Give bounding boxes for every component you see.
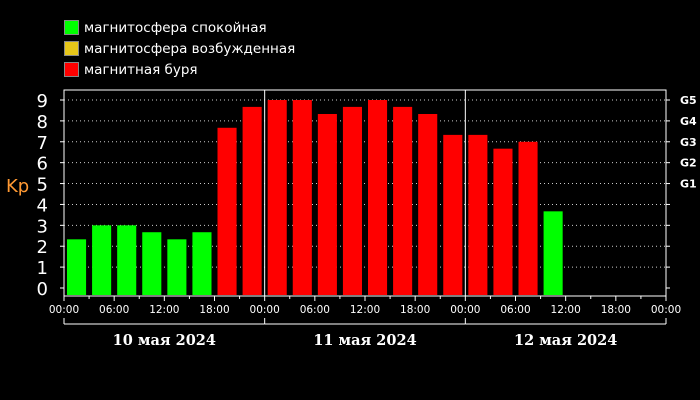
legend-label-active: магнитосфера возбужденная — [84, 40, 296, 57]
kp-bar — [242, 106, 262, 295]
kp-bar — [217, 127, 237, 295]
kp-bar — [117, 225, 137, 295]
x-tick-label: 18:00 — [601, 304, 631, 316]
kp-bar — [393, 106, 413, 295]
legend: магнитосфера спокойная магнитосфера возб… — [64, 17, 295, 80]
kp-bar — [267, 100, 287, 295]
y-tick-label: 8 — [37, 112, 48, 133]
kp-bar — [418, 113, 438, 296]
kp-bar — [192, 232, 212, 295]
kp-bar — [342, 106, 362, 295]
y-tick-label: 1 — [37, 258, 48, 279]
x-tick-label: 06:00 — [99, 304, 129, 316]
g-scale-label: G3 — [680, 136, 697, 149]
x-tick-label: 12:00 — [149, 304, 179, 316]
x-tick-label: 00:00 — [450, 304, 480, 316]
y-axis-label: Kp — [6, 176, 29, 197]
y-tick-label: 5 — [37, 175, 48, 196]
g-scale-label: G4 — [680, 115, 697, 128]
legend-swatch-active — [64, 41, 79, 56]
day-label: 10 мая 2024 — [113, 332, 216, 349]
y-tick-label: 2 — [37, 237, 48, 258]
x-tick-label: 00:00 — [651, 304, 681, 316]
legend-item-storm: магнитная буря — [64, 59, 295, 80]
kp-bar — [443, 134, 463, 295]
kp-bar — [518, 141, 538, 295]
x-tick-label: 00:00 — [49, 304, 79, 316]
kp-bar — [67, 239, 87, 295]
g-scale-label: G2 — [680, 157, 697, 170]
x-tick-label: 06:00 — [300, 304, 330, 316]
kp-bar — [543, 211, 563, 295]
kp-bar — [167, 239, 187, 295]
y-tick-label: 9 — [37, 91, 48, 112]
g-scale-label: G1 — [680, 178, 697, 191]
legend-item-quiet: магнитосфера спокойная — [64, 17, 295, 38]
kp-bar — [292, 100, 312, 295]
x-tick-label: 12:00 — [551, 304, 581, 316]
y-tick-label: 6 — [37, 154, 48, 175]
legend-swatch-storm — [64, 62, 79, 77]
kp-bar — [368, 100, 388, 295]
x-tick-label: 18:00 — [199, 304, 229, 316]
kp-bar — [92, 225, 112, 295]
legend-item-active: магнитосфера возбужденная — [64, 38, 295, 59]
y-tick-label: 3 — [37, 216, 48, 237]
x-tick-label: 18:00 — [400, 304, 430, 316]
g-scale-label: G5 — [680, 94, 697, 107]
kp-bar — [468, 134, 488, 295]
y-tick-label: 0 — [37, 279, 48, 300]
y-tick-label: 7 — [37, 133, 48, 154]
legend-label-quiet: магнитосфера спокойная — [84, 19, 267, 36]
legend-swatch-quiet — [64, 20, 79, 35]
x-tick-label: 00:00 — [250, 304, 280, 316]
legend-label-storm: магнитная буря — [84, 61, 198, 78]
kp-bar — [142, 232, 162, 295]
x-tick-label: 12:00 — [350, 304, 380, 316]
kp-bar — [317, 113, 337, 296]
y-tick-label: 4 — [37, 195, 48, 216]
kp-bar — [493, 148, 513, 295]
day-label: 12 мая 2024 — [514, 332, 617, 349]
day-label: 11 мая 2024 — [313, 332, 416, 349]
x-tick-label: 06:00 — [500, 304, 530, 316]
